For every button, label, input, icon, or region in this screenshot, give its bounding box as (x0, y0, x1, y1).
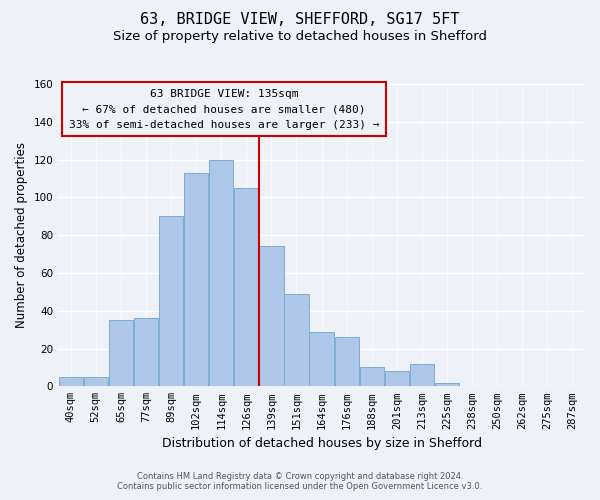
Bar (159, 216, 183, 386)
Bar (435, 382, 459, 386)
Bar (385, 371, 409, 386)
Bar (184, 173, 208, 386)
Bar (109, 320, 133, 386)
Bar (83, 377, 108, 386)
Text: 63, BRIDGE VIEW, SHEFFORD, SG17 5FT: 63, BRIDGE VIEW, SHEFFORD, SG17 5FT (140, 12, 460, 28)
Bar (335, 337, 359, 386)
Text: 63 BRIDGE VIEW: 135sqm
← 67% of detached houses are smaller (480)
33% of semi-de: 63 BRIDGE VIEW: 135sqm ← 67% of detached… (69, 88, 379, 130)
Text: Contains public sector information licensed under the Open Government Licence v3: Contains public sector information licen… (118, 482, 482, 491)
Bar (134, 318, 158, 386)
Bar (259, 246, 284, 386)
Bar (59, 377, 83, 386)
Bar (410, 364, 434, 386)
Bar (284, 294, 308, 386)
Y-axis label: Number of detached properties: Number of detached properties (15, 142, 28, 328)
Bar (209, 160, 233, 386)
Text: Contains HM Land Registry data © Crown copyright and database right 2024.: Contains HM Land Registry data © Crown c… (137, 472, 463, 481)
X-axis label: Distribution of detached houses by size in Shefford: Distribution of detached houses by size … (161, 437, 482, 450)
Bar (310, 332, 334, 386)
Text: Size of property relative to detached houses in Shefford: Size of property relative to detached ho… (113, 30, 487, 43)
Bar (359, 368, 384, 386)
Bar (234, 188, 259, 386)
